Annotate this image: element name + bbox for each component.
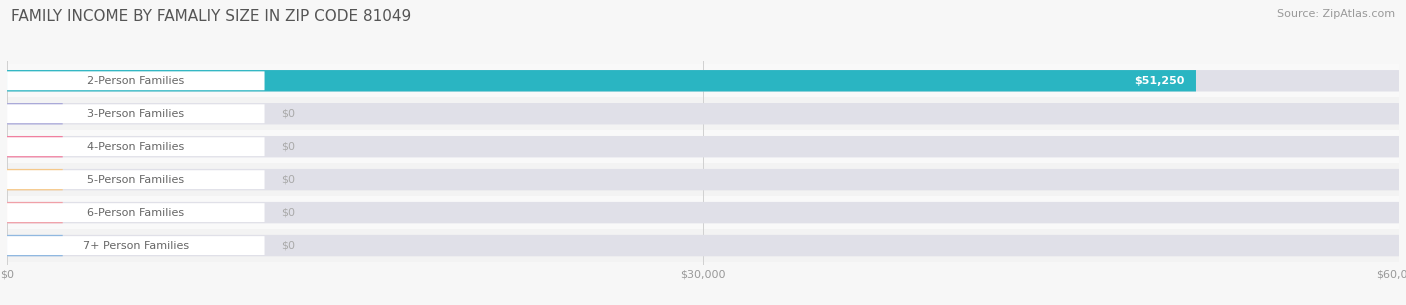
Text: $0: $0 bbox=[281, 208, 295, 217]
Text: $0: $0 bbox=[281, 109, 295, 119]
Bar bbox=[7, 229, 1399, 262]
Text: Source: ZipAtlas.com: Source: ZipAtlas.com bbox=[1277, 9, 1395, 19]
Text: 2-Person Families: 2-Person Families bbox=[87, 76, 184, 86]
FancyBboxPatch shape bbox=[7, 137, 264, 156]
FancyBboxPatch shape bbox=[7, 236, 264, 255]
Bar bbox=[7, 163, 1399, 196]
FancyBboxPatch shape bbox=[7, 71, 264, 90]
Text: 6-Person Families: 6-Person Families bbox=[87, 208, 184, 217]
FancyBboxPatch shape bbox=[7, 70, 1399, 92]
FancyBboxPatch shape bbox=[7, 136, 63, 157]
FancyBboxPatch shape bbox=[7, 203, 264, 222]
Text: 3-Person Families: 3-Person Families bbox=[87, 109, 184, 119]
Text: $0: $0 bbox=[281, 142, 295, 152]
Bar bbox=[7, 97, 1399, 130]
FancyBboxPatch shape bbox=[7, 169, 63, 190]
Text: $0: $0 bbox=[281, 241, 295, 251]
FancyBboxPatch shape bbox=[7, 235, 1399, 256]
Bar bbox=[7, 196, 1399, 229]
FancyBboxPatch shape bbox=[7, 169, 1399, 190]
FancyBboxPatch shape bbox=[7, 104, 264, 123]
Text: FAMILY INCOME BY FAMALIY SIZE IN ZIP CODE 81049: FAMILY INCOME BY FAMALIY SIZE IN ZIP COD… bbox=[11, 9, 412, 24]
FancyBboxPatch shape bbox=[7, 103, 1399, 124]
Text: 7+ Person Families: 7+ Person Families bbox=[83, 241, 188, 251]
Text: $0: $0 bbox=[281, 175, 295, 185]
FancyBboxPatch shape bbox=[7, 202, 1399, 223]
Text: 5-Person Families: 5-Person Families bbox=[87, 175, 184, 185]
Bar bbox=[7, 64, 1399, 97]
FancyBboxPatch shape bbox=[7, 235, 63, 256]
FancyBboxPatch shape bbox=[7, 70, 1197, 92]
Text: 4-Person Families: 4-Person Families bbox=[87, 142, 184, 152]
FancyBboxPatch shape bbox=[7, 202, 63, 223]
Bar bbox=[7, 130, 1399, 163]
FancyBboxPatch shape bbox=[7, 170, 264, 189]
FancyBboxPatch shape bbox=[7, 136, 1399, 157]
FancyBboxPatch shape bbox=[7, 103, 63, 124]
Text: $51,250: $51,250 bbox=[1135, 76, 1185, 86]
